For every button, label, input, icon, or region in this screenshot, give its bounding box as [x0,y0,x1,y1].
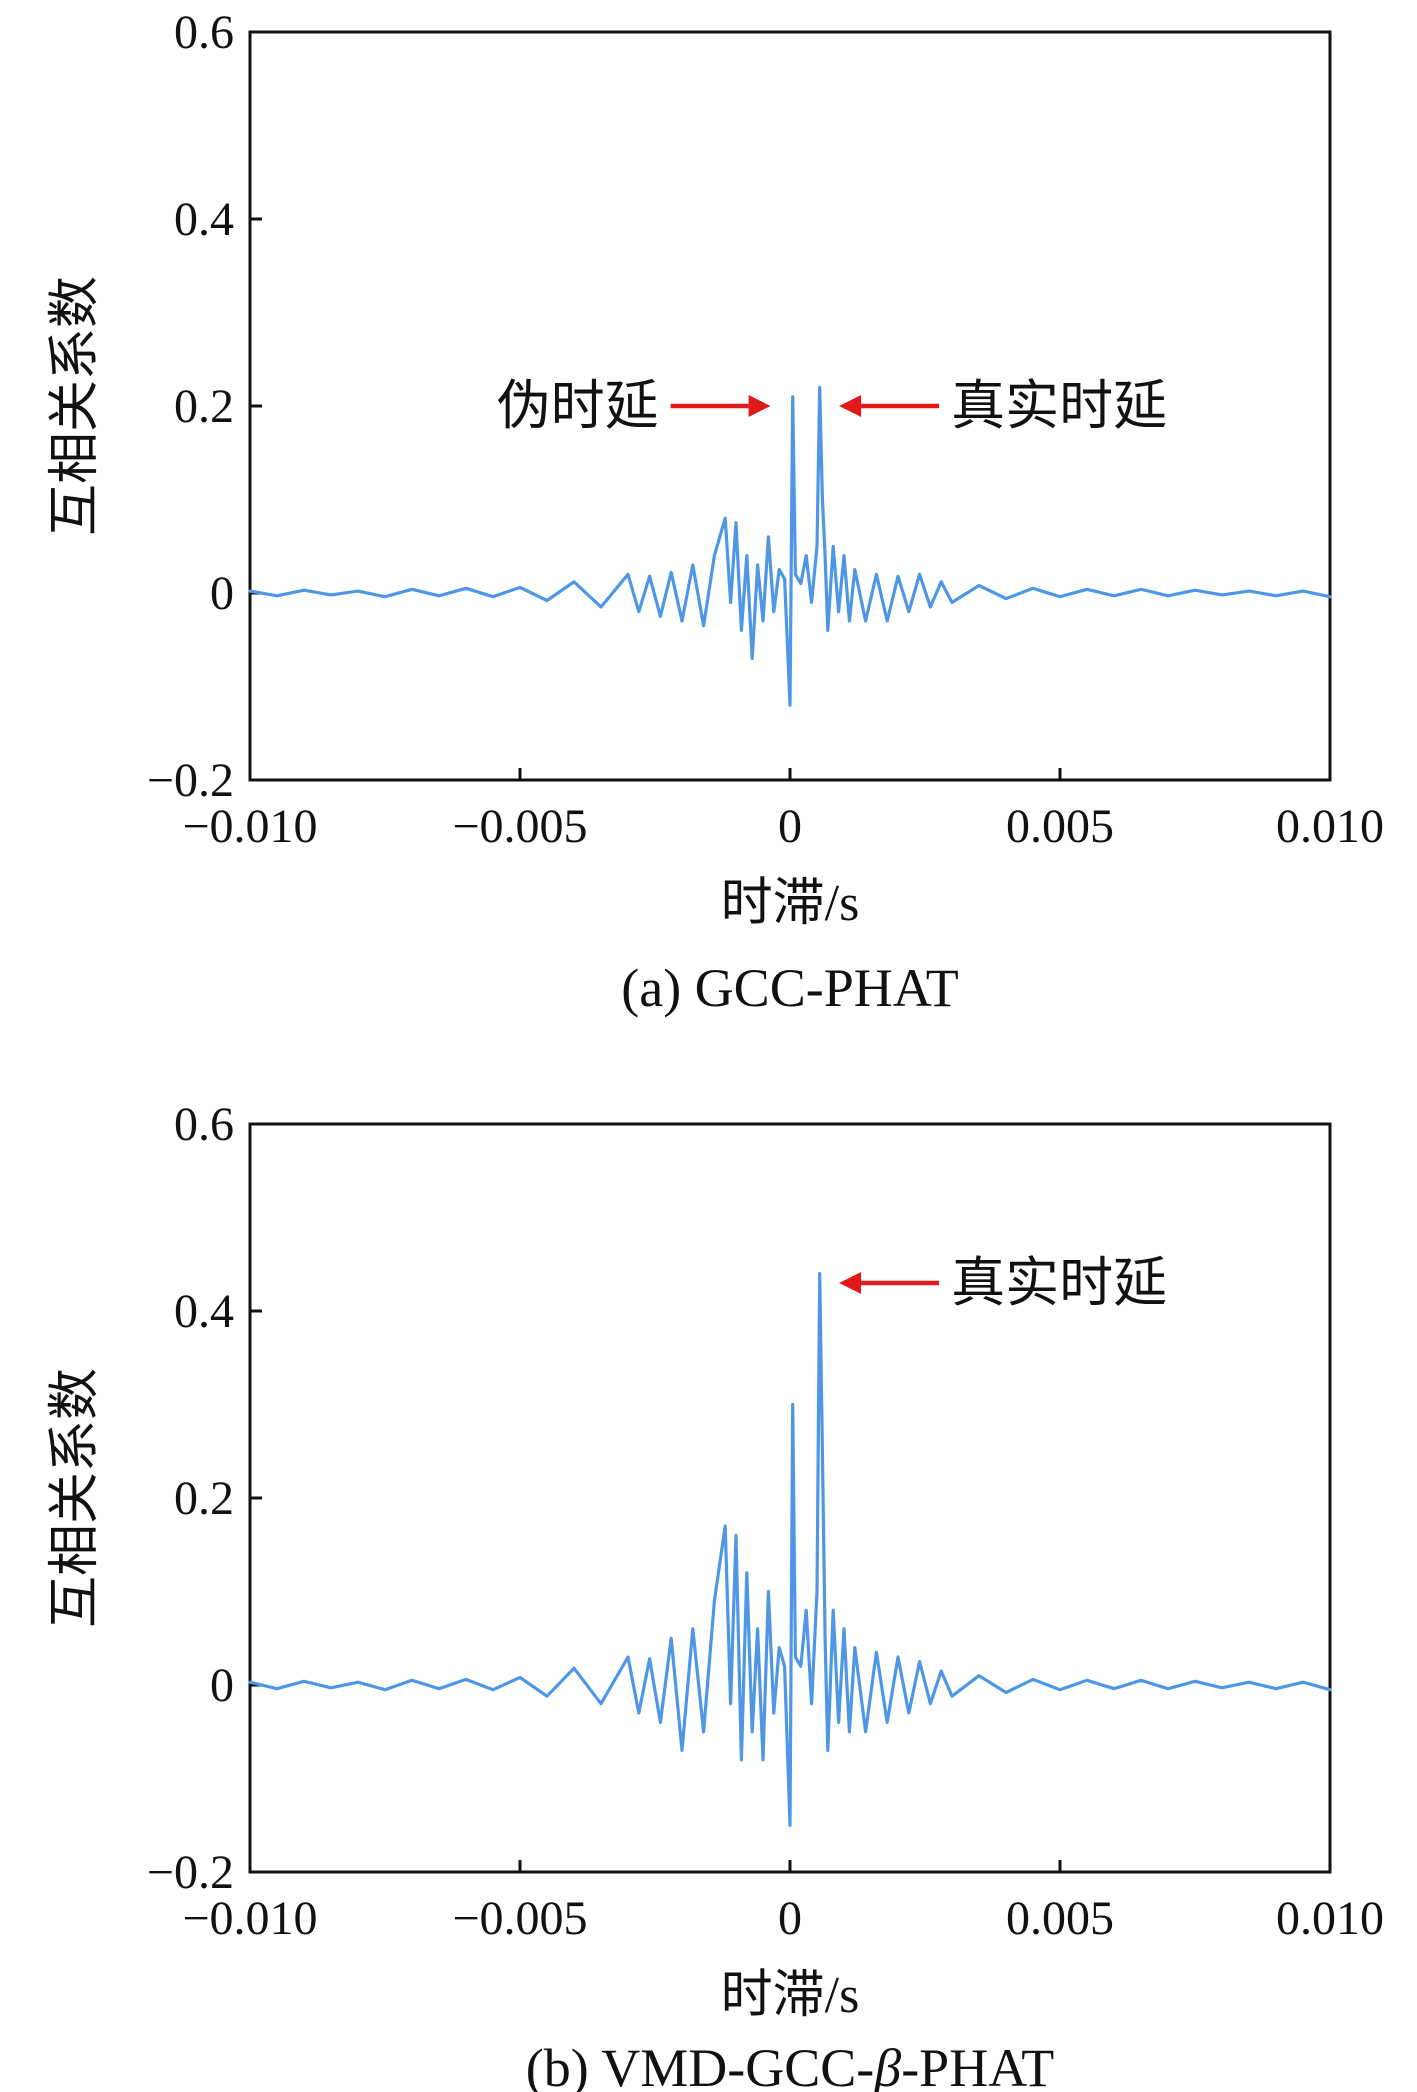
tick-labels-a: −0.010 −0.005 0 0.005 0.010 −0.2 0 0.2 0.4 0.6 [147,6,1384,853]
x-axis-title-a: 时滞/s [721,875,860,932]
y-tick-label-a-3: 0.4 [174,193,234,246]
y-axis-title-b: 互相关系数 [47,1368,104,1628]
annotation-label-a-1: 真实时延 [951,376,1167,436]
y-tick-label-b-1: 0 [210,1659,234,1712]
x-tick-label-b-0: −0.010 [182,1892,317,1945]
x-tick-label-a-2: 0 [778,800,802,853]
annotation-arrowhead-b-0 [839,1271,862,1294]
series-line-b [248,1272,1332,1827]
y-tick-label-b-2: 0.2 [174,1472,234,1525]
caption-b: (b) VMD-GCC-β-PHAT [526,2038,1054,2092]
x-tick-label-a-1: −0.005 [452,800,587,853]
x-tick-label-b-3: 0.005 [1006,1892,1114,1945]
annotation-arrowhead-a-0 [748,395,771,417]
annotation-label-a-0: 伪时延 [497,376,659,436]
annotations-b: 真实时延 [839,1253,1167,1313]
annotation-arrowhead-a-1 [839,395,862,417]
x-axis-title-b: 时滞/s [721,1967,860,2024]
y-axis-title-a: 互相关系数 [47,276,104,536]
x-tick-label-b-1: −0.005 [452,1892,587,1945]
chart-panel-a: −0.010 −0.005 0 0.005 0.010 −0.2 0 0.2 0.4 0.6 伪时… [47,6,1384,1018]
tick-marks-a [248,30,1332,782]
y-tick-label-a-0: −0.2 [147,754,234,807]
annotation-label-b-0: 真实时延 [951,1253,1167,1313]
y-tick-label-b-4: 0.6 [174,1098,234,1151]
x-tick-label-b-2: 0 [778,1892,802,1945]
caption-b-suffix: -PHAT [901,2038,1054,2092]
x-tick-label-a-0: −0.010 [182,800,317,853]
y-tick-label-b-3: 0.4 [174,1285,234,1338]
tick-marks-b [248,1122,1332,1874]
caption-b-prefix: (b) VMD-GCC- [526,2038,875,2092]
x-tick-label-b-4: 0.010 [1276,1892,1384,1945]
series-line-a [248,385,1332,707]
y-tick-label-a-2: 0.2 [174,380,234,433]
chart-panel-b: −0.010 −0.005 0 0.005 0.010 −0.2 0 0.2 0.4 0.6 真实… [47,1098,1384,2092]
x-tick-label-a-4: 0.010 [1276,800,1384,853]
annotations-a: 伪时延 真实时延 [497,376,1168,436]
caption-b-beta: β [873,2038,901,2092]
y-tick-label-a-4: 0.6 [174,6,234,59]
tick-labels-b: −0.010 −0.005 0 0.005 0.010 −0.2 0 0.2 0.4 0.6 [147,1098,1384,1945]
y-tick-label-b-0: −0.2 [147,1846,234,1899]
caption-a: (a) GCC-PHAT [621,958,958,1018]
x-tick-label-a-3: 0.005 [1006,800,1114,853]
y-tick-label-a-1: 0 [210,567,234,620]
